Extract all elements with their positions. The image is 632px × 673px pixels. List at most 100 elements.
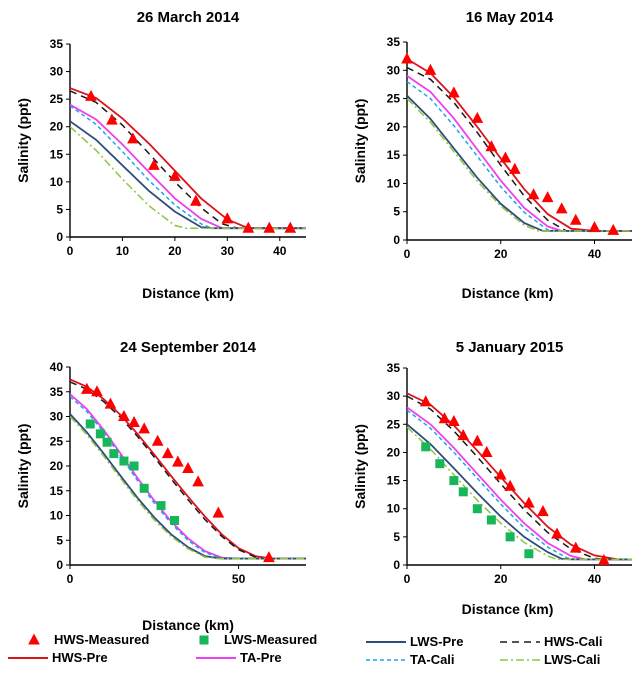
data-point-hws-measured	[263, 221, 276, 233]
y-tick-label: 40	[50, 360, 64, 374]
legend-label: HWS-Pre	[52, 650, 108, 665]
legend-item-ta-pre: TA-Pre	[196, 650, 282, 665]
legend-label: LWS-Cali	[544, 652, 600, 667]
data-point-hws-measured	[221, 212, 234, 224]
data-point-hws-measured	[480, 445, 493, 457]
data-point-lws-measured	[95, 429, 105, 439]
chart-panel-3: 24 September 2014 0 5 10 15 20 25 30 35 40 0 50 Dist…	[15, 339, 306, 633]
series-line-ta-pre	[407, 406, 632, 561]
y-tick-label: 15	[50, 147, 64, 161]
data-point-lws-measured	[486, 515, 496, 525]
series-line-hws-cali	[70, 381, 306, 560]
data-point-hws-measured	[438, 412, 451, 424]
series-line-ta-cali	[70, 396, 306, 560]
legend-label: HWS-Cali	[544, 634, 603, 649]
y-tick-label: 30	[50, 65, 64, 79]
y-tick-label: 10	[50, 509, 64, 523]
data-point-hws-measured	[569, 541, 582, 553]
y-tick-label: 25	[387, 417, 401, 431]
data-point-hws-measured	[128, 415, 140, 427]
data-point-hws-measured	[192, 475, 204, 487]
data-point-hws-measured	[527, 188, 540, 200]
series-line-hws-pre	[407, 58, 632, 232]
y-tick-label: 10	[387, 176, 401, 190]
data-point-lws-measured	[139, 483, 149, 493]
x-axis-label: Distance (km)	[462, 285, 554, 301]
series-line-lws-cali	[70, 415, 306, 560]
data-point-hws-measured	[457, 429, 470, 441]
data-point-hws-measured	[448, 86, 460, 98]
data-point-lws-measured	[524, 549, 534, 559]
data-point-hws-measured	[161, 447, 174, 459]
data-point-hws-measured	[118, 410, 130, 422]
y-tick-label: 35	[387, 361, 401, 375]
x-tick-label: 50	[232, 572, 246, 586]
y-tick-label: 35	[50, 37, 64, 51]
data-point-lws-measured	[505, 532, 515, 542]
y-tick-label: 30	[387, 389, 401, 403]
series-line-lws-cali	[70, 126, 306, 229]
legend-label: TA-Cali	[410, 652, 455, 667]
data-point-hws-measured	[555, 202, 568, 214]
y-tick-label: 30	[387, 63, 401, 77]
data-point-lws-measured	[458, 487, 468, 497]
data-point-hws-measured	[588, 221, 601, 233]
x-tick-label: 40	[588, 572, 602, 586]
series-line-ta-cali	[407, 409, 632, 561]
y-tick-label: 5	[56, 202, 63, 216]
x-tick-label: 40	[273, 244, 287, 258]
legend-label: LWS-Measured	[224, 632, 317, 647]
y-tick-label: 0	[56, 558, 63, 572]
y-tick-label: 25	[387, 92, 401, 106]
y-tick-label: 5	[393, 205, 400, 219]
legend: HWS-Measured LWS-Measured LWS-Pre HWS-Cali H…	[8, 632, 603, 667]
x-tick-label: 30	[221, 244, 235, 258]
series-line-hws-pre	[70, 378, 306, 560]
y-tick-label: 0	[393, 558, 400, 572]
data-point-hws-measured	[424, 63, 437, 75]
y-tick-label: 35	[387, 35, 401, 49]
legend-label: LWS-Pre	[410, 634, 463, 649]
data-point-hws-measured	[104, 397, 117, 409]
series-line-lws-cali	[407, 98, 632, 232]
data-point-hws-measured	[485, 140, 498, 152]
chart-panel-2: 16 May 2014 0 5 10 15 20 25 30 35 0 20 40 Distance (…	[352, 9, 632, 301]
legend-item-ta-cali: TA-Cali	[366, 652, 455, 667]
chart-title: 5 January 2015	[456, 339, 564, 356]
series-line-lws-cali	[407, 426, 632, 561]
y-tick-label: 15	[50, 484, 64, 498]
x-tick-label: 40	[588, 247, 602, 261]
data-point-hws-measured	[448, 414, 460, 427]
legend-label: TA-Pre	[240, 650, 282, 665]
data-point-hws-measured	[471, 111, 484, 123]
x-tick-label: 20	[168, 244, 182, 258]
y-tick-label: 25	[50, 434, 64, 448]
series-line-ta-pre	[70, 103, 306, 230]
legend-item-lws-cali: LWS-Cali	[500, 652, 600, 667]
series-line-lws-pre	[407, 423, 632, 561]
x-tick-label: 0	[404, 572, 411, 586]
y-tick-label: 15	[387, 148, 401, 162]
y-tick-label: 30	[50, 410, 64, 424]
y-tick-label: 5	[56, 533, 63, 547]
x-axis-label: Distance (km)	[142, 617, 234, 633]
data-point-hws-measured	[499, 151, 512, 163]
data-point-hws-measured	[607, 223, 620, 235]
series-line-ta-pre	[70, 393, 306, 560]
chart-title: 24 September 2014	[120, 339, 257, 356]
x-tick-label: 0	[67, 572, 74, 586]
series-line-ta-pre	[407, 75, 632, 232]
data-point-hws-measured	[523, 496, 535, 508]
legend-label: HWS-Measured	[54, 632, 149, 647]
data-point-hws-measured	[504, 479, 516, 491]
data-point-lws-measured	[129, 461, 139, 471]
y-tick-label: 15	[387, 474, 401, 488]
series-line-lws-pre	[70, 413, 306, 560]
y-axis-label: Salinity (ppt)	[352, 99, 368, 184]
series-line-ta-cali	[70, 105, 306, 229]
data-point-lws-measured	[170, 515, 180, 525]
y-tick-label: 20	[387, 120, 401, 134]
data-point-lws-measured	[109, 449, 119, 459]
data-point-hws-measured	[551, 527, 563, 539]
